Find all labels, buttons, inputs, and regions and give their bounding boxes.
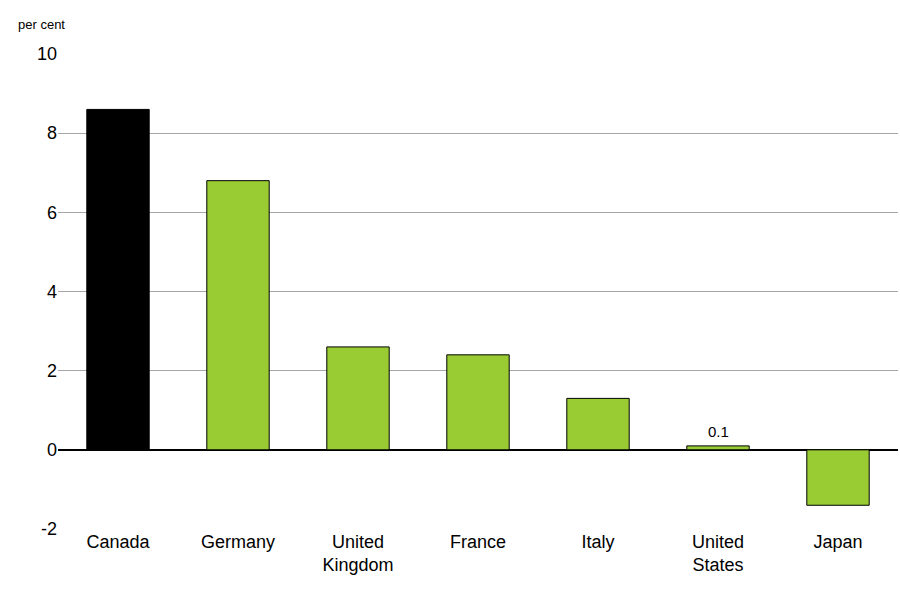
svg-text:Italy: Italy — [581, 532, 614, 552]
svg-text:0: 0 — [47, 440, 57, 460]
svg-text:-2: -2 — [41, 519, 57, 539]
svg-text:10: 10 — [37, 44, 57, 64]
svg-text:0.1: 0.1 — [708, 423, 729, 440]
svg-text:2: 2 — [47, 361, 57, 381]
svg-text:6: 6 — [47, 203, 57, 223]
svg-text:UnitedStates: UnitedStates — [692, 532, 744, 575]
svg-text:Japan: Japan — [813, 532, 862, 552]
svg-text:Germany: Germany — [201, 532, 275, 552]
svg-text:France: France — [450, 532, 506, 552]
svg-text:Canada: Canada — [86, 532, 150, 552]
svg-text:UnitedKingdom: UnitedKingdom — [322, 532, 393, 575]
svg-text:8: 8 — [47, 123, 57, 143]
svg-text:4: 4 — [47, 282, 57, 302]
svg-text:per cent: per cent — [18, 17, 65, 32]
